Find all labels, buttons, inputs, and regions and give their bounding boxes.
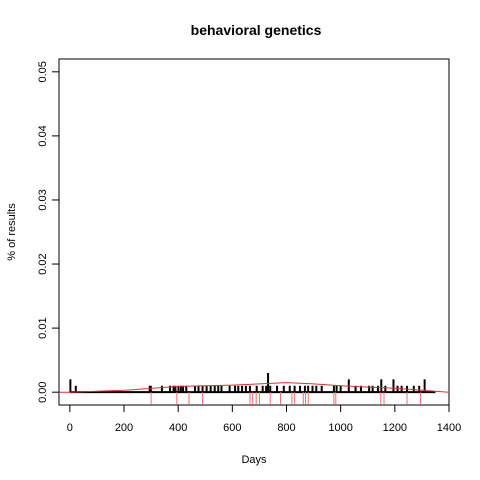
x-axis-label: Days (241, 454, 267, 466)
y-tick-label: 0.02 (37, 253, 49, 274)
y-tick-label: 0.04 (37, 125, 49, 146)
x-axis: 0 200 400 600 800 1000 1200 1400 (67, 404, 461, 434)
y-axis-label: % of results (6, 203, 18, 261)
smooth-line-group (59, 382, 450, 393)
y-tick-label: 0.00 (37, 381, 49, 402)
x-tick-label: 0 (67, 422, 73, 434)
y-tick-label: 0.03 (37, 189, 49, 210)
y-tick-label: 0.05 (37, 61, 49, 82)
x-tick-label: 1400 (437, 422, 461, 434)
plot-border (58, 58, 450, 406)
chart-title: behavioral genetics (191, 22, 322, 38)
x-tick-label: 1000 (328, 422, 352, 434)
x-tick-label: 400 (169, 422, 187, 434)
y-axis: 0.00 0.01 0.02 0.03 0.04 0.05 (37, 61, 60, 403)
x-tick-label: 800 (277, 422, 295, 434)
y-tick-label: 0.01 (37, 317, 49, 338)
x-tick-label: 600 (223, 422, 241, 434)
bars-group (69, 372, 426, 393)
rug-group (150, 392, 422, 405)
x-tick-label: 1200 (383, 422, 407, 434)
x-tick-label: 200 (115, 422, 133, 434)
smooth-line (59, 382, 450, 393)
